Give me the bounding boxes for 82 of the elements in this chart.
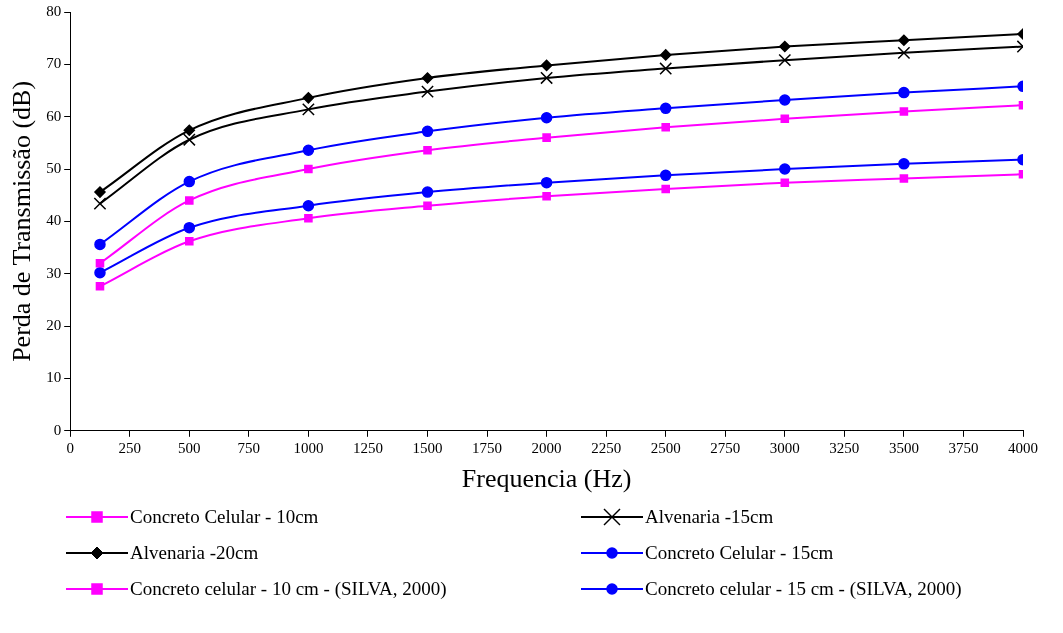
legend-label: Concreto Celular - 10cm: [130, 506, 319, 528]
point: [898, 86, 910, 99]
point: [540, 112, 553, 124]
point: [540, 176, 553, 189]
y-tick-label: 80: [46, 2, 62, 19]
y-tick-label: 70: [46, 55, 62, 72]
point: [778, 53, 792, 67]
point: [301, 102, 315, 116]
x-tick-label: 1000: [293, 439, 324, 456]
x-tick-label: 1750: [472, 439, 503, 456]
point: [304, 164, 313, 174]
point: [659, 62, 673, 75]
point: [780, 178, 790, 187]
point: [421, 186, 434, 198]
point: [421, 72, 434, 84]
x-tick-label: 4000: [1008, 439, 1038, 456]
point: [897, 46, 911, 60]
legend-label: Alvenaria -20cm: [130, 542, 259, 564]
y-tick-label: 10: [46, 369, 62, 386]
point: [302, 199, 315, 212]
point: [183, 124, 196, 137]
point: [661, 122, 670, 132]
point: [421, 125, 434, 138]
point: [779, 163, 791, 175]
x-tick-label: 3750: [948, 439, 979, 456]
legend-label: Concreto Celular - 15cm: [645, 542, 834, 564]
point: [542, 133, 551, 142]
x-tick-label: 750: [237, 439, 261, 456]
point: [423, 201, 432, 210]
point: [302, 92, 315, 104]
point: [659, 49, 672, 61]
point: [183, 175, 196, 188]
y-tick-label: 50: [46, 159, 62, 176]
x-tick-label: 1500: [412, 439, 443, 456]
point: [94, 238, 106, 251]
point: [421, 85, 434, 98]
point: [661, 184, 670, 194]
x-tick-label: 0: [66, 439, 74, 456]
legend-label: Alvenaria -15cm: [645, 506, 774, 528]
point: [304, 213, 313, 223]
point: [780, 114, 790, 124]
point: [95, 258, 105, 268]
point: [898, 34, 910, 47]
x-tick-label: 500: [178, 439, 201, 456]
point: [659, 169, 672, 182]
x-tick-label: 2250: [591, 439, 622, 456]
point: [659, 102, 672, 115]
y-axis-title: Perda de Transmissão (dB): [7, 80, 37, 362]
x-tick-label: 2500: [650, 439, 681, 456]
x-axis-title: Frequencia (Hz): [461, 464, 632, 494]
x-tick-label: 2750: [710, 439, 741, 456]
point: [899, 174, 909, 183]
y-tick-label: 20: [46, 317, 62, 334]
x-tick-label: 3000: [769, 439, 800, 456]
point: [542, 191, 551, 201]
point: [93, 197, 107, 211]
legend-label: Concreto celular - 15 cm - (SILVA, 2000): [645, 578, 962, 600]
point: [423, 145, 432, 155]
point: [302, 144, 315, 156]
x-tick-label: 1250: [352, 439, 383, 456]
y-tick-label: 40: [46, 212, 62, 229]
y-tick-label: 0: [53, 421, 62, 438]
point: [95, 282, 105, 291]
x-tick-label: 3500: [888, 439, 919, 456]
point: [898, 158, 910, 170]
y-tick-label: 30: [46, 264, 62, 281]
point: [185, 237, 194, 246]
point: [540, 71, 554, 85]
x-tick-label: 3250: [829, 439, 860, 456]
legend-label: Concreto celular - 10 cm - (SILVA, 2000): [130, 578, 447, 600]
point: [94, 266, 106, 279]
point: [183, 221, 196, 234]
point: [779, 94, 791, 106]
point: [185, 196, 194, 205]
x-tick-label: 2000: [531, 439, 562, 456]
y-tick-label: 60: [46, 107, 62, 124]
x-tick-label: 250: [118, 439, 141, 456]
point: [540, 59, 553, 72]
point: [94, 186, 106, 198]
point: [779, 40, 791, 53]
point: [182, 133, 196, 147]
point: [899, 107, 909, 116]
